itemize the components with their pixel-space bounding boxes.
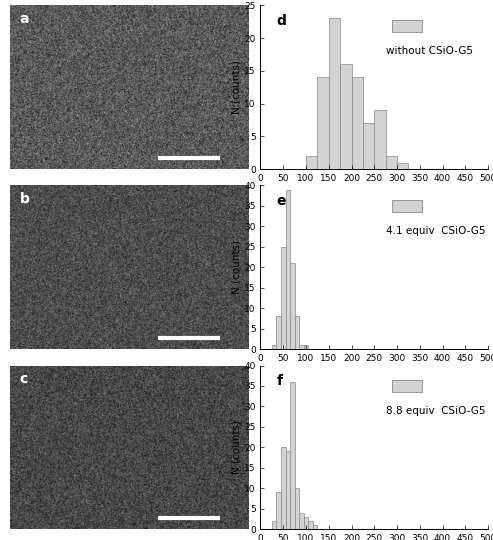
Bar [392,20,422,31]
Bar [272,345,277,349]
X-axis label: Size (nm): Size (nm) [350,366,399,376]
Bar [363,123,374,169]
Bar [290,382,295,529]
Bar [329,18,340,169]
Bar [352,77,363,169]
Y-axis label: N (counts): N (counts) [231,60,242,114]
Bar [392,200,422,212]
Bar [317,77,329,169]
Bar [285,190,290,349]
Bar [340,64,352,169]
Bar [285,451,290,529]
Bar [281,447,285,529]
Bar [281,247,285,349]
X-axis label: Size (nm): Size (nm) [350,186,399,195]
Bar [304,517,308,529]
Text: c: c [19,372,28,386]
Text: b: b [19,192,29,206]
Bar [290,263,295,349]
Bar [277,316,281,349]
Text: e: e [277,194,286,208]
Bar [392,380,422,392]
Text: f: f [277,374,282,388]
Text: 8.8 equiv  CSiO-G5: 8.8 equiv CSiO-G5 [386,407,485,416]
Bar [295,488,299,529]
Bar [308,521,313,529]
Y-axis label: N (counts): N (counts) [231,420,242,474]
Bar [295,316,299,349]
Text: without CSiO-G5: without CSiO-G5 [386,46,473,56]
Text: a: a [19,12,29,26]
Bar [272,521,277,529]
Bar [313,525,317,529]
Y-axis label: N (counts): N (counts) [231,240,242,294]
Text: d: d [277,14,286,28]
Bar [397,163,408,169]
Bar [306,156,317,169]
Bar [374,110,386,169]
Bar [299,513,304,529]
Bar [277,492,281,529]
Text: 4.1 equiv  CSiO-G5: 4.1 equiv CSiO-G5 [386,226,485,237]
Bar [386,156,397,169]
Bar [304,345,308,349]
Bar [299,345,304,349]
